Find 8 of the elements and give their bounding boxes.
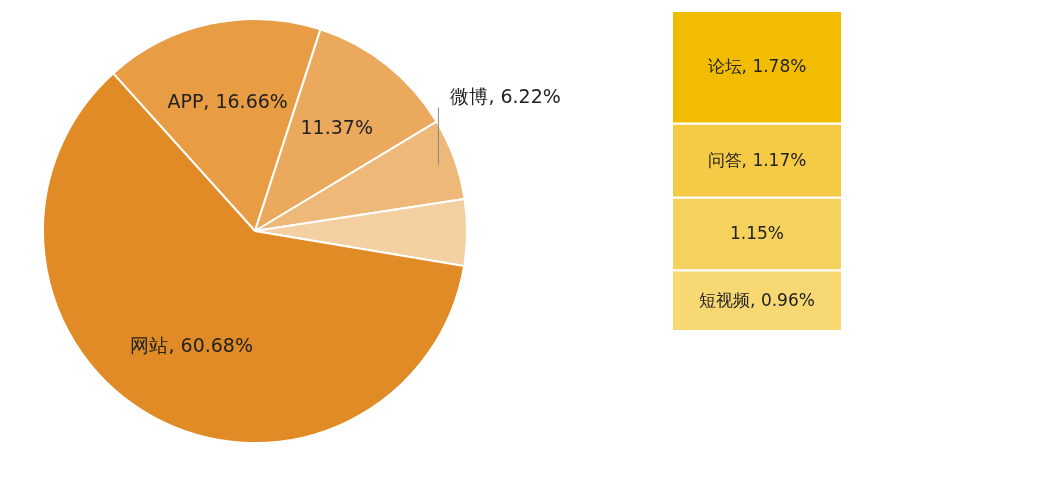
text: 短视频, 0.96%: [699, 289, 815, 310]
data-label: 1.15%: [729, 222, 785, 243]
slice-label: APP, 16.66%: [167, 90, 288, 113]
text: 论坛, 1.78%: [707, 56, 807, 77]
slice-label: 网站, 60.68%: [130, 334, 254, 357]
text: 问答, 1.17%: [707, 149, 807, 170]
slice-label: 微博, 6.22%: [450, 85, 561, 108]
data-label: 11.37%: [300, 116, 373, 139]
